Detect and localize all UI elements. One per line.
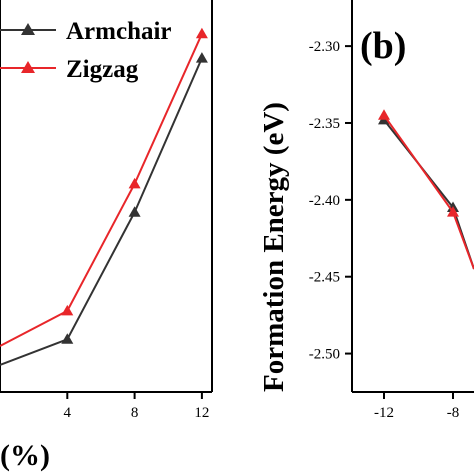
panel-a-point-zigzag-3 — [195, 27, 208, 39]
panel-a-series-line-armchair — [0, 57, 203, 366]
legend-armchair-marker — [21, 23, 35, 35]
panel-a-point-armchair-2 — [128, 206, 141, 217]
panel-a-series-line-zigzag — [0, 33, 203, 347]
panel-a-x-tick-label-1: 8 — [131, 405, 139, 421]
panel-b-series — [378, 109, 474, 270]
panel-a-point-zigzag-1 — [61, 304, 74, 316]
panel-a-x-ticks: 4 8 12 — [64, 392, 209, 421]
legend-armchair-label: Armchair — [66, 18, 172, 45]
panel-b-y-tick-label-1: -2.35 — [309, 116, 340, 132]
legend-zigzag-label: Zigzag — [66, 56, 139, 83]
panel-a: 4 8 12 Armchair Zigzag (%) — [0, 0, 213, 472]
panel-b-point-zigzag-1 — [447, 206, 459, 217]
legend-zigzag-marker — [21, 61, 35, 73]
panel-b-y-tick-label-0: -2.30 — [309, 39, 340, 55]
panel-b-y-tick-label-3: -2.45 — [309, 270, 340, 286]
panel-b-x-tick-label-0: -12 — [374, 405, 394, 421]
panel-a-x-tick-label-2: 12 — [194, 405, 209, 421]
panel-b-series-line-armchair — [383, 119, 474, 270]
panel-a-x-tick-label-0: 4 — [64, 405, 72, 421]
panel-a-point-zigzag-2 — [128, 177, 141, 189]
panel-b-y-axis-label: Formation Energy (eV) — [258, 102, 290, 392]
panel-b-y-tick-label-2: -2.40 — [309, 193, 340, 209]
panel-b-label: (b) — [360, 25, 406, 67]
panel-b-x-ticks: -12 -8 — [374, 392, 459, 421]
panel-a-series — [0, 27, 208, 366]
panel-b-x-tick-label-1: -8 — [447, 405, 460, 421]
panel-b-point-zigzag-0 — [378, 109, 390, 120]
panel-a-point-armchair-1 — [61, 333, 74, 344]
panel-b: -2.30 -2.35 -2.40 -2.45 -2.50 -12 -8 (b) Form… — [258, 0, 474, 421]
panel-b-y-ticks: -2.30 -2.35 -2.40 -2.45 -2.50 — [309, 39, 352, 363]
panel-b-y-tick-label-4: -2.50 — [309, 347, 340, 363]
panel-a-point-armchair-3 — [195, 52, 208, 63]
panel-a-x-axis-label: (%) — [0, 439, 50, 472]
panel-a-legend: Armchair Zigzag — [0, 18, 172, 83]
